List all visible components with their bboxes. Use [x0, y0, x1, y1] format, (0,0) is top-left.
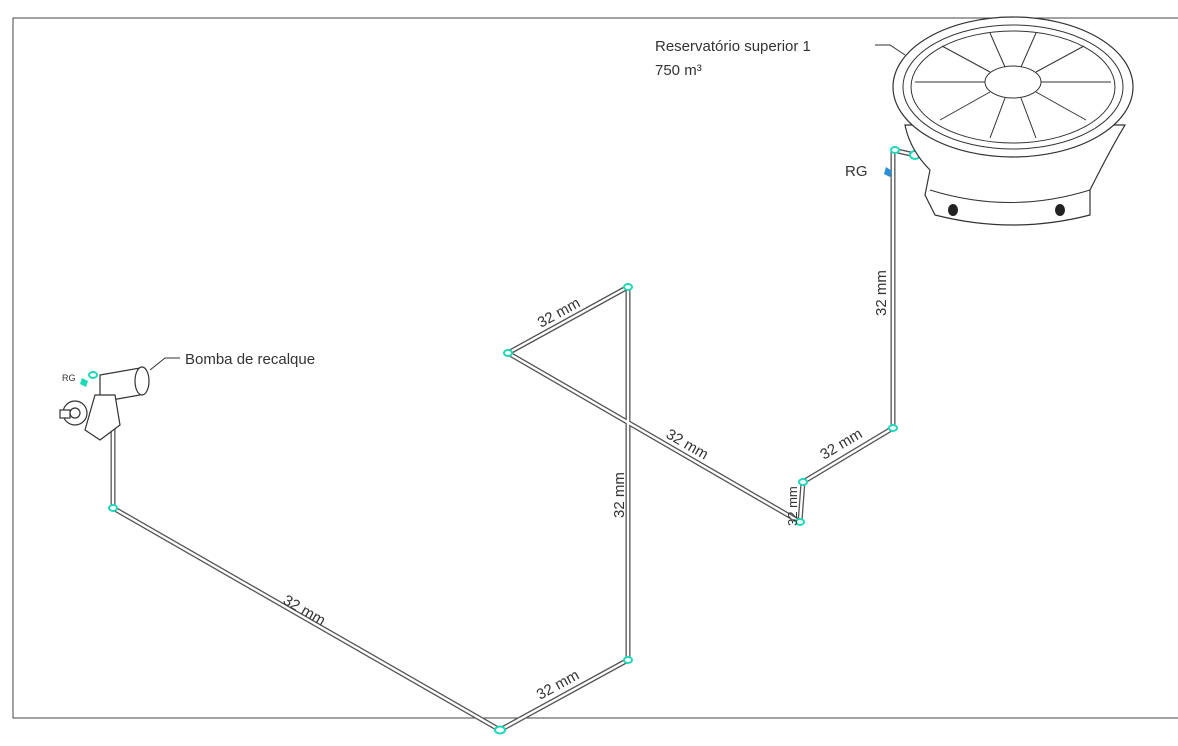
reservoir — [893, 17, 1133, 225]
pipe-label: 32 mm — [611, 472, 628, 518]
leader — [150, 358, 180, 370]
leader — [875, 45, 905, 55]
valve-label: RG — [845, 163, 868, 180]
pipe-label: 32 mm — [873, 270, 890, 316]
pump-name: Bomba de recalque — [185, 351, 315, 368]
pipe-label: 32 mm — [785, 486, 800, 526]
pipe-network — [89, 147, 920, 734]
pipe-label: 32 mm — [280, 592, 328, 630]
valve — [80, 378, 88, 387]
valve-label: RG — [62, 373, 76, 383]
fittings — [89, 147, 920, 734]
drawing: Reservatório superior 1 750 m³ Bomba de … — [0, 0, 1178, 746]
reservoir-name: Reservatório superior 1 — [655, 38, 811, 55]
reservoir-volume: 750 m³ — [655, 62, 702, 79]
